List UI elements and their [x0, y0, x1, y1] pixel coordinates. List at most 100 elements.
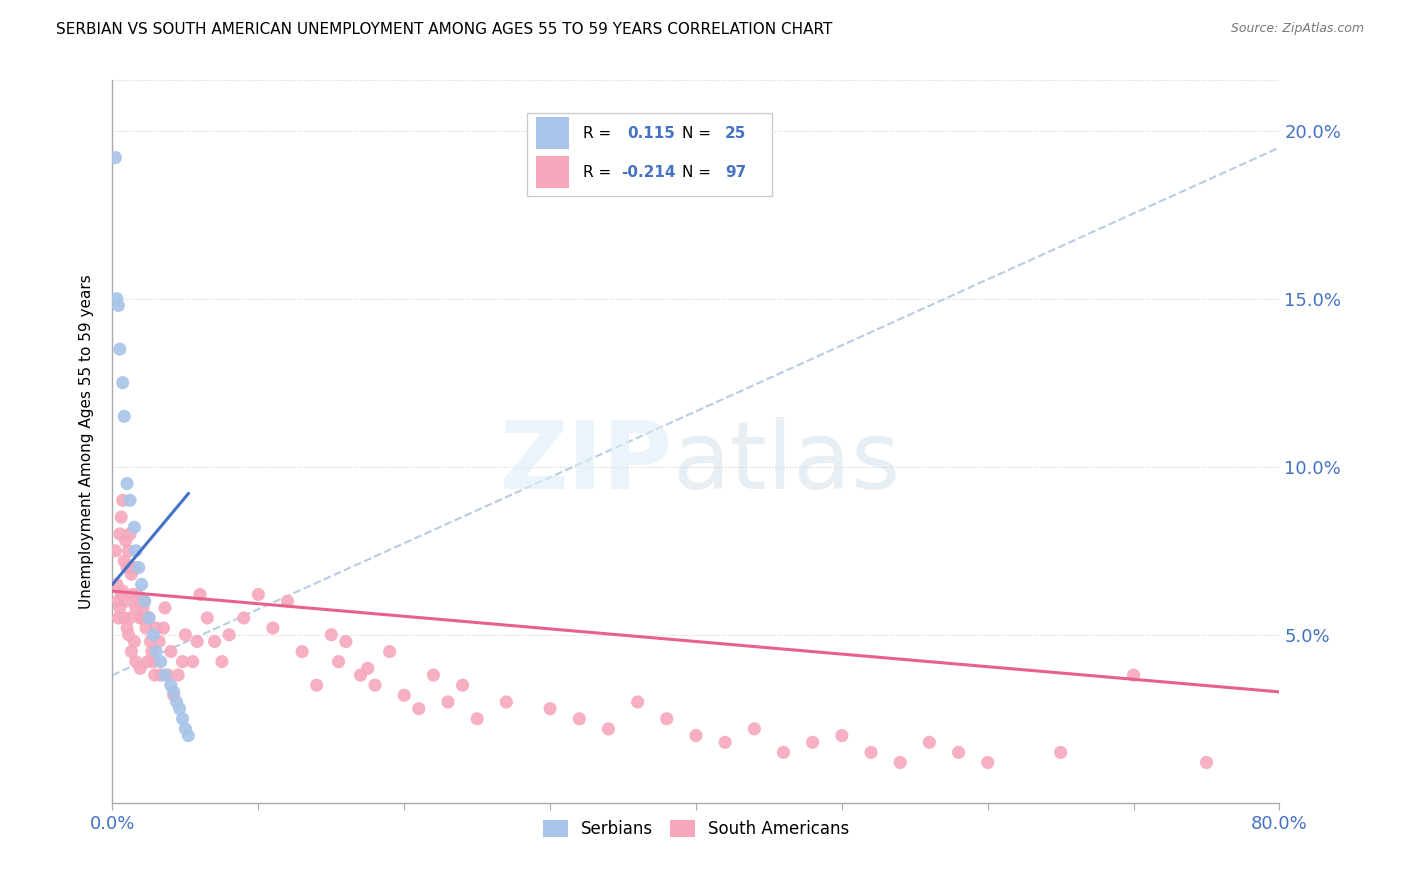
Point [262, 621, 284, 635]
Point [149, 655, 172, 669]
Point [108, 600, 131, 615]
Point [149, 668, 172, 682]
Point [110, 510, 132, 524]
Point [124, 634, 146, 648]
Point [1049, 745, 1071, 759]
Point [174, 628, 197, 642]
Point [538, 702, 561, 716]
Point [408, 702, 430, 716]
Point [118, 527, 141, 541]
Point [135, 621, 157, 635]
Text: atlas: atlas [672, 417, 901, 509]
Point [111, 376, 134, 390]
Text: R =: R = [582, 164, 612, 179]
Point [655, 712, 678, 726]
Point [685, 729, 707, 743]
Point [124, 560, 146, 574]
Point [918, 735, 941, 749]
Text: N =: N = [682, 126, 711, 141]
Point [108, 342, 131, 356]
Point [394, 688, 416, 702]
Point [465, 712, 488, 726]
Point [107, 611, 129, 625]
Point [115, 560, 138, 574]
Point [120, 644, 142, 658]
Point [112, 409, 135, 424]
Point [125, 655, 148, 669]
Y-axis label: Unemployment Among Ages 55 to 59 years: Unemployment Among Ages 55 to 59 years [79, 274, 94, 609]
Point [172, 712, 194, 726]
Text: 0.115: 0.115 [627, 126, 675, 141]
Legend: Serbians, South Americans: Serbians, South Americans [536, 814, 856, 845]
Text: SERBIAN VS SOUTH AMERICAN UNEMPLOYMENT AMONG AGES 55 TO 59 YEARS CORRELATION CHA: SERBIAN VS SOUTH AMERICAN UNEMPLOYMENT A… [56, 22, 832, 37]
Point [568, 712, 591, 726]
Point [160, 678, 183, 692]
Point [378, 644, 401, 658]
Point [204, 634, 226, 648]
Point [117, 543, 139, 558]
Point [1195, 756, 1218, 770]
Point [495, 695, 517, 709]
Point [118, 611, 141, 625]
Point [115, 476, 138, 491]
Point [118, 493, 141, 508]
Point [125, 600, 148, 615]
Point [627, 695, 650, 709]
Point [831, 729, 853, 743]
Point [598, 722, 620, 736]
Point [714, 735, 737, 749]
Point [291, 644, 314, 658]
Point [1122, 668, 1144, 682]
Point [167, 668, 190, 682]
Point [125, 543, 148, 558]
Point [105, 292, 128, 306]
Point [305, 678, 328, 692]
Point [127, 587, 149, 601]
Point [141, 644, 163, 658]
Point [129, 661, 152, 675]
Point [104, 151, 127, 165]
Point [139, 634, 162, 648]
Text: ZIP: ZIP [499, 417, 672, 509]
Point [131, 577, 153, 591]
Point [186, 634, 208, 648]
Point [247, 587, 270, 601]
Point [174, 722, 197, 736]
Point [145, 644, 167, 658]
FancyBboxPatch shape [536, 156, 569, 188]
Point [163, 688, 186, 702]
Point [328, 655, 350, 669]
Point [232, 611, 254, 625]
Point [889, 756, 911, 770]
Text: 25: 25 [725, 126, 747, 141]
Point [153, 668, 176, 682]
Text: R =: R = [582, 126, 612, 141]
Point [120, 567, 142, 582]
Point [166, 695, 188, 709]
Point [124, 520, 146, 534]
Point [422, 668, 444, 682]
Point [188, 587, 211, 601]
Point [108, 527, 131, 541]
Point [138, 611, 160, 625]
Point [117, 628, 139, 642]
Point [145, 621, 167, 635]
Point [142, 628, 165, 642]
Point [138, 611, 160, 625]
Point [211, 655, 233, 669]
Text: Source: ZipAtlas.com: Source: ZipAtlas.com [1230, 22, 1364, 36]
Point [772, 745, 794, 759]
Point [153, 600, 176, 615]
Point [114, 594, 136, 608]
Point [152, 621, 174, 635]
Point [143, 668, 166, 682]
Point [801, 735, 824, 749]
Point [136, 655, 159, 669]
Point [148, 634, 170, 648]
Point [132, 600, 155, 615]
Point [134, 594, 156, 608]
Point [860, 745, 883, 759]
Point [976, 756, 998, 770]
Text: -0.214: -0.214 [621, 164, 676, 179]
Point [335, 634, 357, 648]
